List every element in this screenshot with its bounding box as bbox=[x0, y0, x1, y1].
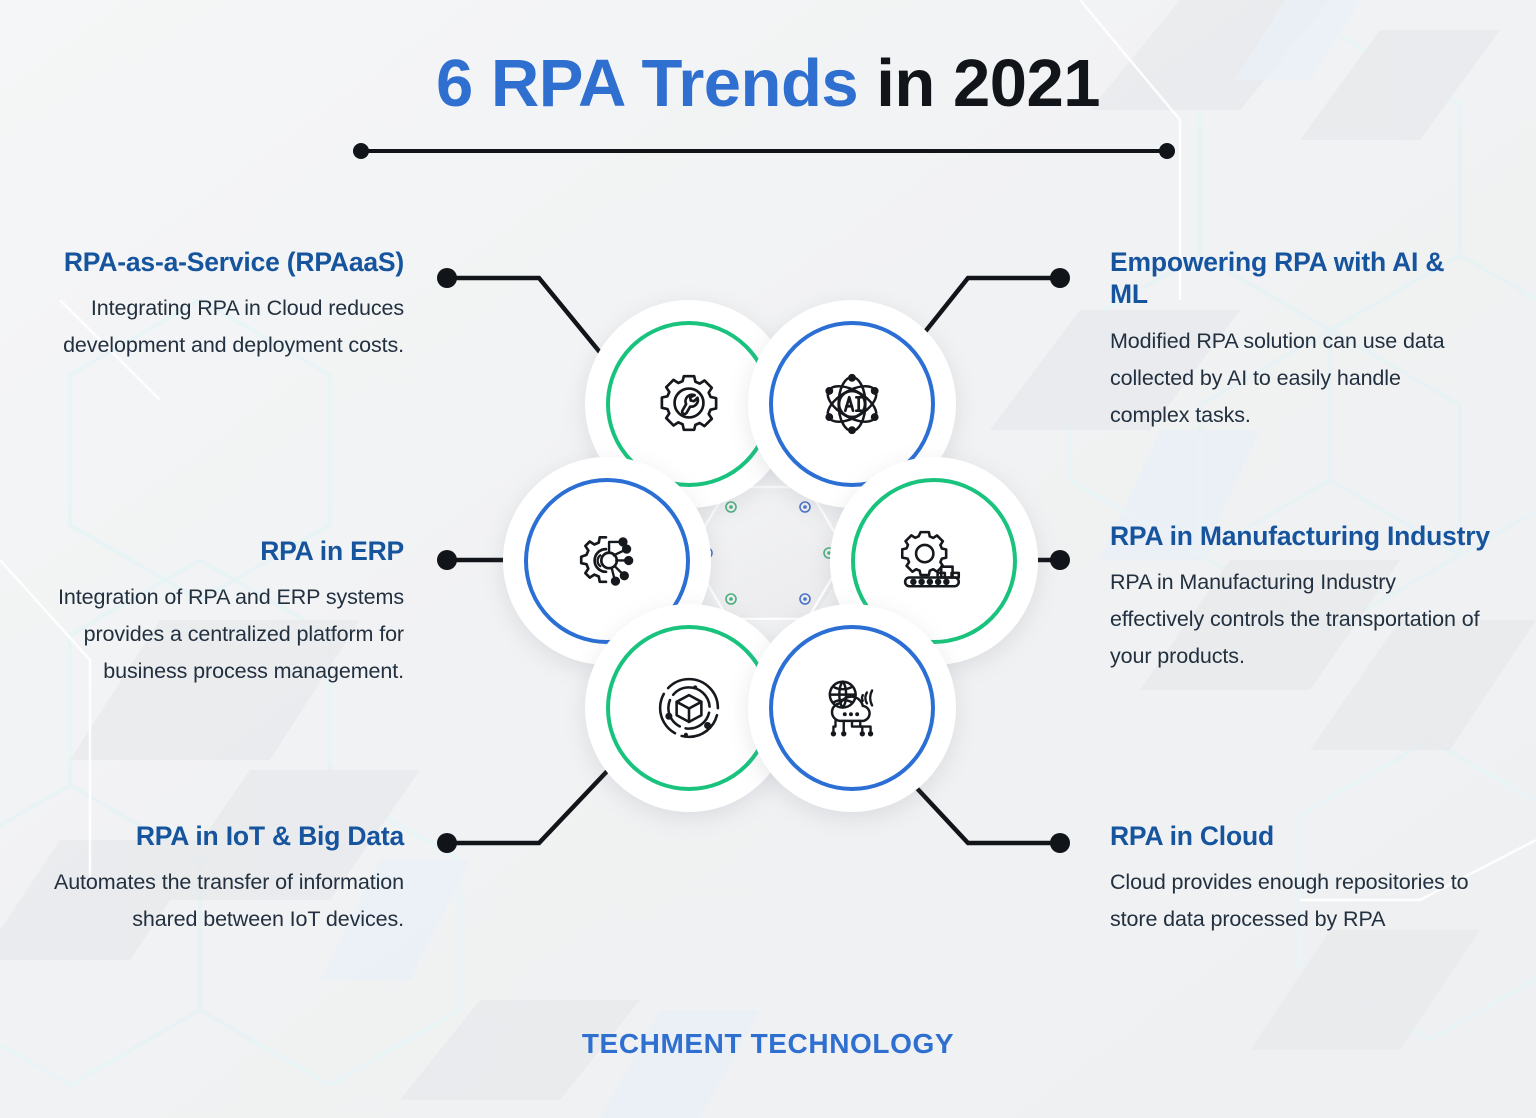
center-hexagon bbox=[689, 485, 847, 621]
ai-atom-icon bbox=[819, 371, 885, 437]
trend-text-rpaaas: RPA-as-a-Service (RPAaaS) Integrating RP… bbox=[34, 246, 404, 364]
trend-heading-aiml: Empowering RPA with AI & ML bbox=[1110, 247, 1445, 310]
trend-heading-rpaaas: RPA-as-a-Service (RPAaaS) bbox=[63, 247, 404, 277]
page-title-dark: in 2021 bbox=[858, 46, 1100, 121]
title-divider-bar bbox=[361, 149, 1167, 153]
connector-dot-erp bbox=[437, 550, 457, 570]
page-title-accent: 6 RPA Trends bbox=[436, 46, 859, 121]
title-divider-dot-right bbox=[1159, 143, 1175, 159]
connector-dot-iot bbox=[437, 833, 457, 853]
trend-body-iot: Automates the transfer of information sh… bbox=[53, 870, 404, 932]
trend-body-aiml: Modified RPA solution can use data colle… bbox=[1110, 328, 1445, 427]
connector-rpaaas bbox=[447, 275, 614, 369]
trend-text-aiml: Empowering RPA with AI & ML Modified RPA… bbox=[1110, 246, 1480, 434]
orbit-cube-icon bbox=[656, 675, 722, 741]
page-title: 6 RPA Trends in 2021 bbox=[0, 46, 1536, 121]
connector-dot-aiml bbox=[1050, 268, 1070, 288]
trend-heading-manufacturing: RPA in Manufacturing Industry bbox=[1110, 521, 1490, 551]
trend-body-erp: Integration of RPA and ERP systems provi… bbox=[58, 585, 404, 684]
trend-node-cloud[interactable] bbox=[748, 604, 956, 812]
title-divider bbox=[353, 143, 1175, 159]
connector-dot-cloud bbox=[1050, 833, 1070, 853]
gear-circuit-icon bbox=[574, 528, 640, 594]
trend-heading-erp: RPA in ERP bbox=[260, 536, 404, 566]
connector-dot-manufacturing bbox=[1050, 550, 1070, 570]
trend-text-iot: RPA in IoT & Big Data Automates the tran… bbox=[24, 820, 404, 938]
trend-heading-cloud: RPA in Cloud bbox=[1110, 821, 1274, 851]
trend-text-cloud: RPA in Cloud Cloud provides enough repos… bbox=[1110, 820, 1480, 938]
gear-wrench-icon bbox=[656, 371, 722, 437]
trend-body-manufacturing: RPA in Manufacturing Industry effectivel… bbox=[1110, 570, 1480, 669]
trend-body-cloud: Cloud provides enough repositories to st… bbox=[1110, 870, 1469, 932]
connector-iot bbox=[447, 763, 615, 846]
trend-body-rpaaas: Integrating RPA in Cloud reduces develop… bbox=[63, 296, 404, 358]
trend-heading-iot: RPA in IoT & Big Data bbox=[135, 821, 404, 851]
gear-conveyor-icon bbox=[901, 528, 967, 594]
trend-text-erp: RPA in ERP Integration of RPA and ERP sy… bbox=[34, 535, 404, 690]
trend-text-manufacturing: RPA in Manufacturing Industry RPA in Man… bbox=[1110, 520, 1495, 675]
globe-cloud-network-icon bbox=[819, 675, 885, 741]
brand-footer: TECHMENT TECHNOLOGY bbox=[581, 1028, 955, 1059]
connector-dot-rpaaas bbox=[437, 268, 457, 288]
